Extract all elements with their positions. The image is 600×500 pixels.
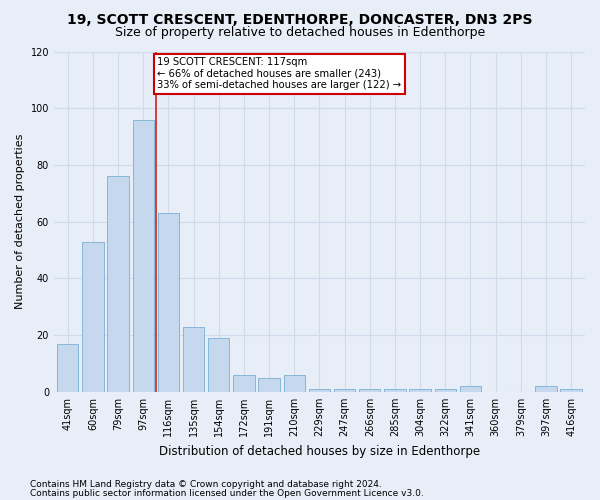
Text: 19, SCOTT CRESCENT, EDENTHORPE, DONCASTER, DN3 2PS: 19, SCOTT CRESCENT, EDENTHORPE, DONCASTE… [67,12,533,26]
Bar [133,120,154,392]
Bar [82,242,104,392]
Text: Contains HM Land Registry data © Crown copyright and database right 2024.: Contains HM Land Registry data © Crown c… [30,480,382,489]
Bar [535,386,557,392]
Bar [309,389,330,392]
Bar [560,389,582,392]
Bar [384,389,406,392]
Bar [460,386,481,392]
Y-axis label: Number of detached properties: Number of detached properties [15,134,25,310]
Bar [259,378,280,392]
Bar [233,375,254,392]
Text: 19 SCOTT CRESCENT: 117sqm
← 66% of detached houses are smaller (243)
33% of semi: 19 SCOTT CRESCENT: 117sqm ← 66% of detac… [157,57,401,90]
Text: Size of property relative to detached houses in Edenthorpe: Size of property relative to detached ho… [115,26,485,39]
Text: Contains public sector information licensed under the Open Government Licence v3: Contains public sector information licen… [30,489,424,498]
Bar [158,213,179,392]
Bar [208,338,229,392]
X-axis label: Distribution of detached houses by size in Edenthorpe: Distribution of detached houses by size … [159,444,480,458]
Bar [409,389,431,392]
Bar [334,389,355,392]
Bar [57,344,79,392]
Bar [107,176,129,392]
Bar [434,389,456,392]
Bar [359,389,380,392]
Bar [183,326,205,392]
Bar [284,375,305,392]
